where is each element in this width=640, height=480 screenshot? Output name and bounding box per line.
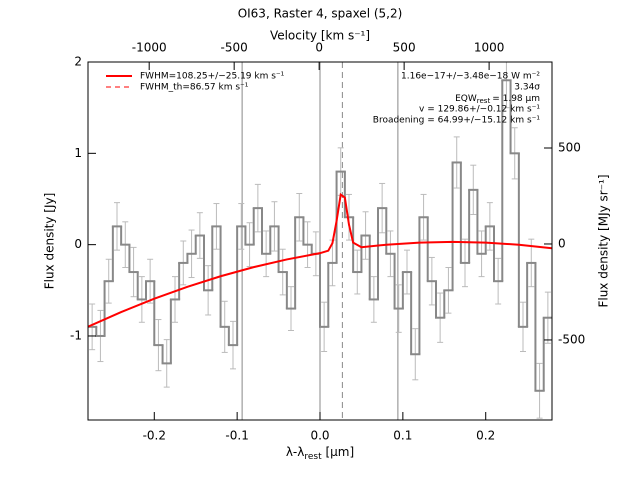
annotation: v = 129.86+/−0.12 km s⁻¹ — [419, 105, 540, 115]
y-tick-label: 1 — [74, 146, 82, 160]
y-tick-label: 0 — [74, 237, 82, 251]
x-tick-label: -0.2 — [143, 429, 166, 443]
eqw-rest: = 1.98 μm — [492, 94, 540, 104]
x-label-main: λ-λ — [286, 445, 305, 459]
x2-tick-label: -1000 — [132, 41, 167, 55]
x2-tick-label: 500 — [393, 41, 416, 55]
annotation: 3.34σ — [514, 83, 540, 93]
x-tick-label: 0.1 — [393, 429, 412, 443]
eqw-main: EQW — [455, 94, 477, 104]
annotation: 1.16e−17+/−3.48e−18 W m⁻² — [401, 72, 540, 82]
y-tick-label: -1 — [70, 328, 82, 342]
eqw-sub: rest — [477, 97, 491, 105]
plot-area — [88, 62, 552, 420]
x2-tick-label: 1000 — [474, 41, 505, 55]
x-label-unit: [μm] — [322, 445, 355, 459]
x-label-sub: rest — [304, 452, 322, 462]
annotation: EQWrest = 1.98 μm — [455, 94, 540, 106]
y2-tick-label: -500 — [558, 332, 585, 346]
y2-axis-label: Flux density [MJy sr⁻¹] — [597, 174, 611, 307]
x-tick-label: 0.0 — [310, 429, 329, 443]
chart-title: OI63, Raster 4, spaxel (5,2) — [238, 7, 403, 21]
fit-line — [88, 192, 552, 328]
legend-label: FWHM=108.25+/−25.19 km s⁻¹ — [140, 72, 285, 82]
x-axis-label: λ-λrest [μm] — [286, 445, 354, 462]
y-axis-label: Flux density [Jy] — [43, 193, 57, 290]
x2-tick-label: -500 — [221, 41, 248, 55]
y-tick-label: 2 — [74, 55, 82, 69]
legend-label: FWHM_th=86.57 km s⁻¹ — [140, 83, 249, 93]
y2-tick-label: 0 — [558, 236, 566, 250]
x2-axis-label: Velocity [km s⁻¹] — [270, 29, 370, 43]
x-tick-label: -0.1 — [225, 429, 248, 443]
x2-tick-label: 0 — [315, 41, 323, 55]
x-tick-label: 0.2 — [476, 429, 495, 443]
y2-tick-label: 500 — [558, 140, 581, 154]
annotation: Broadening = 64.99+/−15.12 km s⁻¹ — [373, 116, 541, 126]
